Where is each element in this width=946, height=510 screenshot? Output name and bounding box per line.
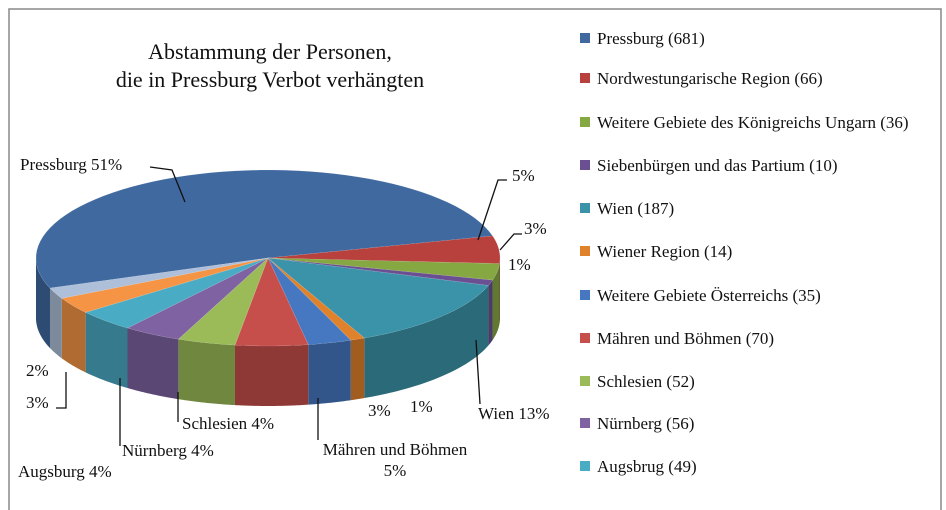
legend-swatch xyxy=(580,333,590,343)
data-label: 2% xyxy=(26,361,49,380)
pie xyxy=(35,169,501,406)
leader xyxy=(149,166,186,203)
slice xyxy=(267,257,366,341)
legend-label: Augsbrug (49) xyxy=(597,457,697,476)
data-label: 5% xyxy=(512,166,535,185)
legend-item: Siebenbürgen und das Partium (10) xyxy=(580,155,940,176)
slice xyxy=(267,257,500,281)
slice-side xyxy=(178,339,235,406)
legend-swatch xyxy=(580,73,590,83)
data-label: Schlesien 4% xyxy=(182,414,275,433)
slice-side xyxy=(61,298,86,373)
legend-label: Wien (187) xyxy=(597,199,675,218)
slice xyxy=(267,257,490,339)
slice xyxy=(177,257,269,346)
slice-side xyxy=(350,338,365,401)
data-label: 3% xyxy=(26,393,49,412)
leader xyxy=(475,339,481,405)
slice xyxy=(35,169,494,289)
legend-label: Mähren und Böhmen (70) xyxy=(597,329,775,348)
legend-label: Weitere Gebiete des Königreichs Ungarn (… xyxy=(597,113,909,132)
data-label: Nürnberg 4% xyxy=(122,441,214,460)
data-label: Wien 13% xyxy=(478,404,550,423)
legend-item: Wiener Region (14) xyxy=(580,241,940,262)
legend-item: Mähren und Böhmen (70) xyxy=(580,328,940,349)
slice-side xyxy=(49,288,62,359)
legend-label: Weitere Gebiete Österreichs (35) xyxy=(597,286,821,305)
legend-swatch xyxy=(580,246,590,256)
legend-item: Weitere Gebiete Österreichs (35) xyxy=(580,285,940,306)
data-label: Pressburg 51% xyxy=(20,155,123,174)
legend-item: Nürnberg (56) xyxy=(580,413,940,434)
legend-label: Nordwestungarische Region (66) xyxy=(597,69,823,88)
leader xyxy=(499,233,522,251)
data-label: 3% xyxy=(368,401,391,420)
legend-swatch xyxy=(580,117,590,127)
data-label: 1% xyxy=(508,255,531,274)
legend-label: Nürnberg (56) xyxy=(597,414,695,433)
data-label: 1% xyxy=(410,397,433,416)
leader xyxy=(56,372,67,409)
legend-item: Augsbrug (49) xyxy=(580,456,940,477)
slice xyxy=(49,257,269,299)
legend-label: Wiener Region (14) xyxy=(597,242,733,261)
slice-side xyxy=(488,280,493,346)
legend-swatch xyxy=(580,376,590,386)
slice xyxy=(267,257,494,286)
frame xyxy=(8,8,942,510)
legend-label: Pressburg (681) xyxy=(597,29,705,48)
legend-item: Nordwestungarische Region (66) xyxy=(580,68,940,89)
slice xyxy=(126,257,269,340)
leader xyxy=(477,179,507,241)
slice-side xyxy=(492,263,500,341)
title-line: die in Pressburg Verbot verhängten xyxy=(115,67,425,92)
legend-item: Pressburg (681) xyxy=(580,28,940,49)
data-label: Augsburg 4% xyxy=(18,462,112,481)
legend-swatch xyxy=(580,461,590,471)
legend-item: Wien (187) xyxy=(580,198,940,219)
slice-side xyxy=(127,328,179,400)
legend-label: Schlesien (52) xyxy=(597,372,695,391)
slice xyxy=(267,257,352,345)
slice xyxy=(84,257,269,329)
slice xyxy=(234,257,309,347)
legend-item: Weitere Gebiete des Königreichs Ungarn (… xyxy=(580,112,940,133)
legend-label: Siebenbürgen und das Partium (10) xyxy=(597,156,838,175)
legend-swatch xyxy=(580,33,590,43)
slice xyxy=(267,235,501,264)
legend-swatch xyxy=(580,203,590,213)
legend-item: Schlesien (52) xyxy=(580,371,940,392)
chart-title: Abstammung der Personen, die in Pressbur… xyxy=(100,38,440,94)
slice-side xyxy=(85,312,128,389)
slice-side xyxy=(36,258,50,349)
slice-side xyxy=(364,285,489,399)
title-line: Abstammung der Personen, xyxy=(148,39,392,64)
slice-side xyxy=(234,344,309,406)
data-label: Mähren und Böhmen 5% xyxy=(322,440,468,480)
legend-swatch xyxy=(580,160,590,170)
slice xyxy=(61,257,269,313)
data-label: 3% xyxy=(524,219,547,238)
legend-swatch xyxy=(580,418,590,428)
legend-swatch xyxy=(580,290,590,300)
slice-side xyxy=(308,340,351,405)
leader-lines xyxy=(56,166,522,446)
